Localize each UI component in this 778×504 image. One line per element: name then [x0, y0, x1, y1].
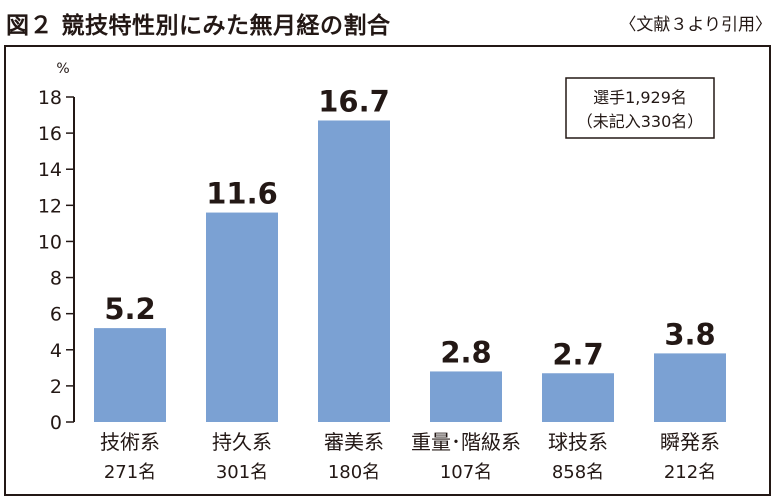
y-tick-label: 12	[38, 195, 62, 217]
figure-title: 図２ 競技特性別にみた無月経の割合	[6, 13, 391, 39]
category-count-label: 301名	[216, 462, 268, 483]
category-count-label: 858名	[552, 462, 604, 483]
category-label: 持久系	[212, 430, 272, 454]
y-tick-label: 16	[38, 123, 62, 145]
figure-source: 〈文献３より引用〉	[619, 15, 772, 35]
sample-size-note-box	[565, 77, 715, 139]
sample-size-total: 選手1,929名	[593, 88, 687, 107]
axis-layer: 0 2 4 6 8 10 12 14 16 18	[38, 87, 75, 434]
bar-layer	[94, 120, 726, 422]
bar	[542, 373, 614, 422]
label-layer: 5.2 技術系 271名 11.6 持久系 301名 16.7 審美系 180名 2.8 重量･階級…	[100, 84, 720, 483]
chart-frame: 0 2 4 6 8 10 12 14 16 18 5.2 技術系 271名 11.6 持久系 301名 16.…	[4, 45, 771, 496]
category-count-label: 212名	[664, 462, 716, 483]
category-count-label: 271名	[104, 462, 156, 483]
y-tick-label: 0	[50, 412, 62, 434]
y-tick-label: 10	[38, 231, 62, 253]
bar-value-label: 16.7	[318, 84, 390, 118]
y-tick-label: 14	[38, 159, 62, 181]
y-tick-label: 6	[50, 304, 62, 326]
y-tick-label: 4	[50, 340, 62, 362]
bar	[94, 328, 166, 422]
bar-chart: 0 2 4 6 8 10 12 14 16 18 5.2 技術系 271名 11.6 持久系 301名 16.…	[38, 61, 726, 483]
category-count-label: 180名	[328, 462, 380, 483]
bar	[654, 353, 726, 422]
y-tick-label: 8	[50, 268, 62, 290]
category-label: 重量･階級系	[411, 430, 521, 454]
sample-size-note: 選手1,929名 （未記入330名）	[565, 77, 715, 139]
bar	[318, 120, 390, 422]
y-tick-label: 18	[38, 87, 62, 109]
category-label: 技術系	[100, 430, 160, 454]
category-label: 瞬発系	[660, 430, 720, 454]
bar-value-label: 2.7	[552, 337, 603, 371]
bar-value-label: 11.6	[206, 177, 278, 211]
bar-value-label: 5.2	[104, 292, 155, 326]
y-tick-label: 2	[50, 376, 62, 398]
category-count-label: 107名	[440, 462, 492, 483]
bar-value-label: 3.8	[664, 317, 715, 351]
category-label: 球技系	[548, 430, 608, 454]
category-label: 審美系	[324, 430, 384, 454]
bar-value-label: 2.8	[440, 335, 491, 369]
y-axis-unit: %	[56, 61, 69, 77]
bar	[430, 371, 502, 422]
bar	[206, 212, 278, 422]
sample-size-missing: （未記入330名）	[577, 112, 704, 131]
